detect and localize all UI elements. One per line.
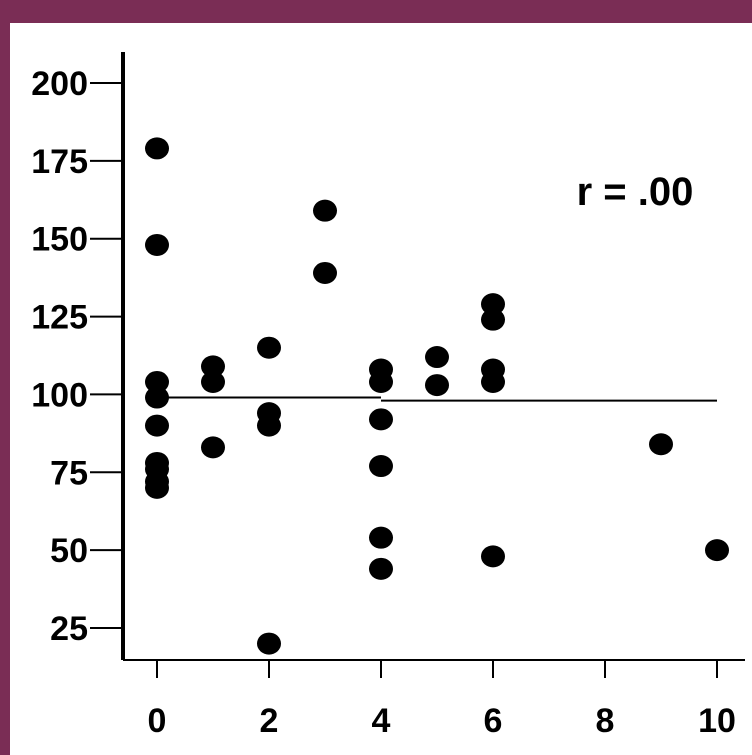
y-tick-label-150: 150 — [31, 221, 88, 259]
data-point — [425, 346, 449, 369]
data-point — [369, 526, 393, 549]
y-tick-label-200: 200 — [31, 65, 88, 103]
axes — [90, 52, 745, 678]
y-tick-label-75: 75 — [50, 454, 88, 492]
data-point — [257, 414, 281, 437]
correlation-annotation: r = .00 — [577, 170, 694, 214]
y-tick-label-50: 50 — [50, 532, 88, 570]
data-point — [369, 408, 393, 431]
data-point — [145, 476, 169, 499]
y-tick-label-100: 100 — [31, 376, 88, 414]
data-point — [201, 355, 225, 378]
data-point — [145, 386, 169, 409]
data-point — [481, 293, 505, 316]
data-point — [369, 370, 393, 393]
data-point — [201, 370, 225, 393]
data-point — [369, 557, 393, 580]
data-point — [705, 539, 729, 562]
data-point — [649, 433, 673, 456]
data-point — [257, 632, 281, 655]
data-point — [145, 233, 169, 256]
data-point — [313, 261, 337, 284]
data-point — [145, 370, 169, 393]
data-points — [145, 137, 729, 655]
data-point — [313, 199, 337, 222]
x-tick-label-6: 6 — [484, 702, 503, 740]
data-point — [201, 436, 225, 459]
data-point — [257, 336, 281, 359]
x-tick-label-0: 0 — [148, 702, 167, 740]
data-point — [145, 137, 169, 160]
data-point — [145, 414, 169, 437]
x-tick-label-4: 4 — [372, 702, 391, 740]
data-point — [481, 370, 505, 393]
data-point — [481, 545, 505, 568]
data-point — [425, 374, 449, 397]
x-tick-label-10: 10 — [698, 702, 736, 740]
x-tick-label-2: 2 — [260, 702, 279, 740]
y-tick-label-125: 125 — [31, 299, 88, 337]
regression-line — [157, 396, 717, 402]
y-tick-label-175: 175 — [31, 143, 88, 181]
data-point — [369, 455, 393, 478]
y-tick-label-25: 25 — [50, 610, 88, 648]
tick-labels: 25 50 75 100 125 150 175 200 0 2 4 6 8 10 — [31, 65, 736, 740]
data-point — [481, 308, 505, 331]
x-tick-label-8: 8 — [596, 702, 615, 740]
